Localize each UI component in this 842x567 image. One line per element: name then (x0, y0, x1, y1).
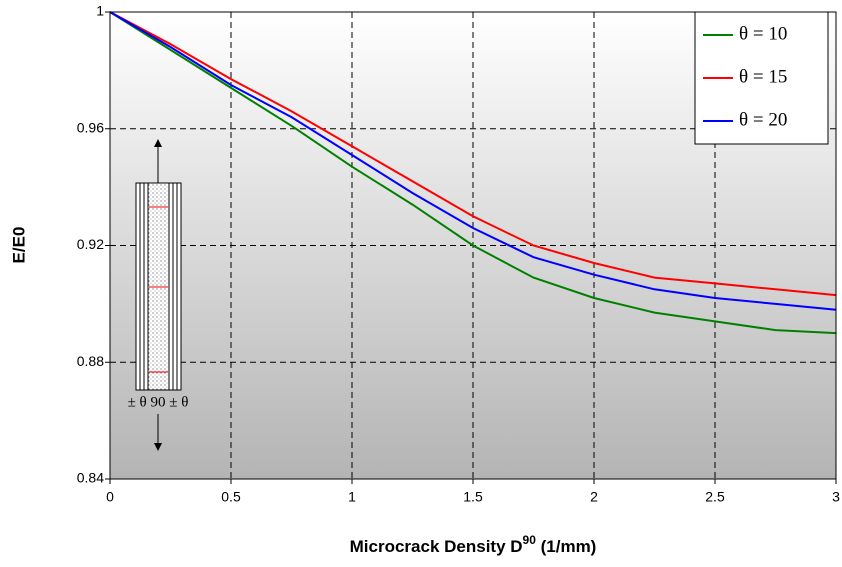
x-label-sup: 90 (523, 533, 537, 547)
x-tick-label: 1.5 (463, 489, 483, 505)
lines (109, 11, 837, 335)
series-line (109, 11, 837, 335)
x-label-unit: (1/mm) (536, 537, 596, 556)
series-line (109, 11, 837, 311)
x-axis-label: Microcrack Density D90 (1/mm) (350, 533, 597, 556)
x-tick-label: 2 (590, 489, 598, 505)
x-label-main: Microcrack Density D (350, 537, 523, 556)
x-tick-label: 2.5 (705, 489, 725, 505)
series-line (109, 11, 837, 297)
x-tick-label: 3 (832, 489, 840, 505)
x-tick-label: 1 (348, 489, 356, 505)
inset-diagram: ± θ 90 ± θ (128, 139, 189, 451)
y-tick-label: 0.88 (77, 353, 104, 369)
y-axis-label: E/E0 (9, 227, 28, 264)
x-tick-label: 0 (106, 489, 114, 505)
y-tick-label: 0.96 (77, 119, 104, 135)
legend-label: θ = 20 (739, 109, 787, 130)
inset-label: ± θ 90 ± θ (128, 394, 189, 410)
y-tick-label: 0.84 (77, 470, 104, 486)
legend: θ = 10 θ = 15 θ = 20 (694, 11, 829, 145)
y-tick-label: 1 (96, 3, 104, 19)
legend-label: θ = 10 (739, 23, 787, 44)
y-tick-label: 0.92 (77, 236, 104, 252)
x-tick-label: 0.5 (221, 489, 241, 505)
legend-label: θ = 15 (739, 66, 787, 87)
